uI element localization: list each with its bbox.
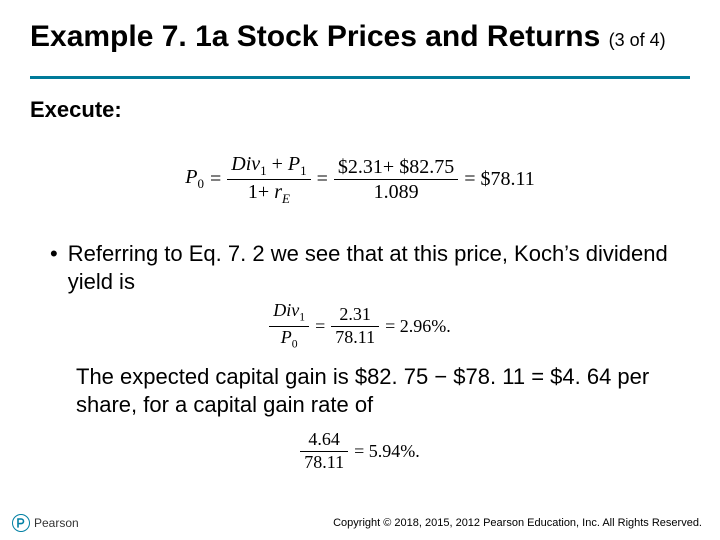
title-underline <box>30 76 690 79</box>
eq2-frac1: Div1 P0 <box>269 301 309 351</box>
eq1-frac1: Div1 + P1 1+ rE <box>227 153 310 207</box>
eq-sign: = <box>210 168 221 191</box>
footer: Pearson Copyright © 2018, 2015, 2012 Pea… <box>0 514 720 532</box>
pearson-icon <box>12 514 30 532</box>
eq1-frac2: $2.31+ $82.75 1.089 <box>334 156 458 203</box>
pearson-logo: Pearson <box>12 514 79 532</box>
eq1-lhs: P0 <box>185 166 204 192</box>
eq2-frac2: 2.31 78.11 <box>331 305 379 348</box>
bullet-dot: • <box>50 240 58 295</box>
slide: Example 7. 1a Stock Prices and Returns (… <box>0 0 720 540</box>
eq2-rhs: = 2.96%. <box>385 316 451 337</box>
bullet-text: Referring to Eq. 7. 2 we see that at thi… <box>68 240 680 295</box>
eq3-frac: 4.64 78.11 <box>300 430 348 473</box>
equation-capital-gain-rate: 4.64 78.11 = 5.94%. <box>30 430 690 473</box>
bullet-dividend-yield: • Referring to Eq. 7. 2 we see that at t… <box>30 240 690 295</box>
pearson-brand: Pearson <box>34 516 79 530</box>
title-sub: (3 of 4) <box>609 30 666 50</box>
eq3-rhs: = 5.94%. <box>354 441 420 462</box>
eq1-rhs: = $78.11 <box>464 168 535 191</box>
eq-sign: = <box>315 316 325 337</box>
copyright-text: Copyright © 2018, 2015, 2012 Pearson Edu… <box>79 517 708 529</box>
capital-gain-text: The expected capital gain is $82. 75 − $… <box>30 363 690 418</box>
eq-sign: = <box>317 168 328 191</box>
slide-title: Example 7. 1a Stock Prices and Returns (… <box>30 18 690 56</box>
execute-heading: Execute: <box>30 97 690 123</box>
equation-p0: P0 = Div1 + P1 1+ rE = $2.31+ $82.75 1.0… <box>30 153 690 207</box>
equation-div-yield: Div1 P0 = 2.31 78.11 = 2.96%. <box>30 301 690 351</box>
title-main: Example 7. 1a Stock Prices and Returns <box>30 20 600 53</box>
